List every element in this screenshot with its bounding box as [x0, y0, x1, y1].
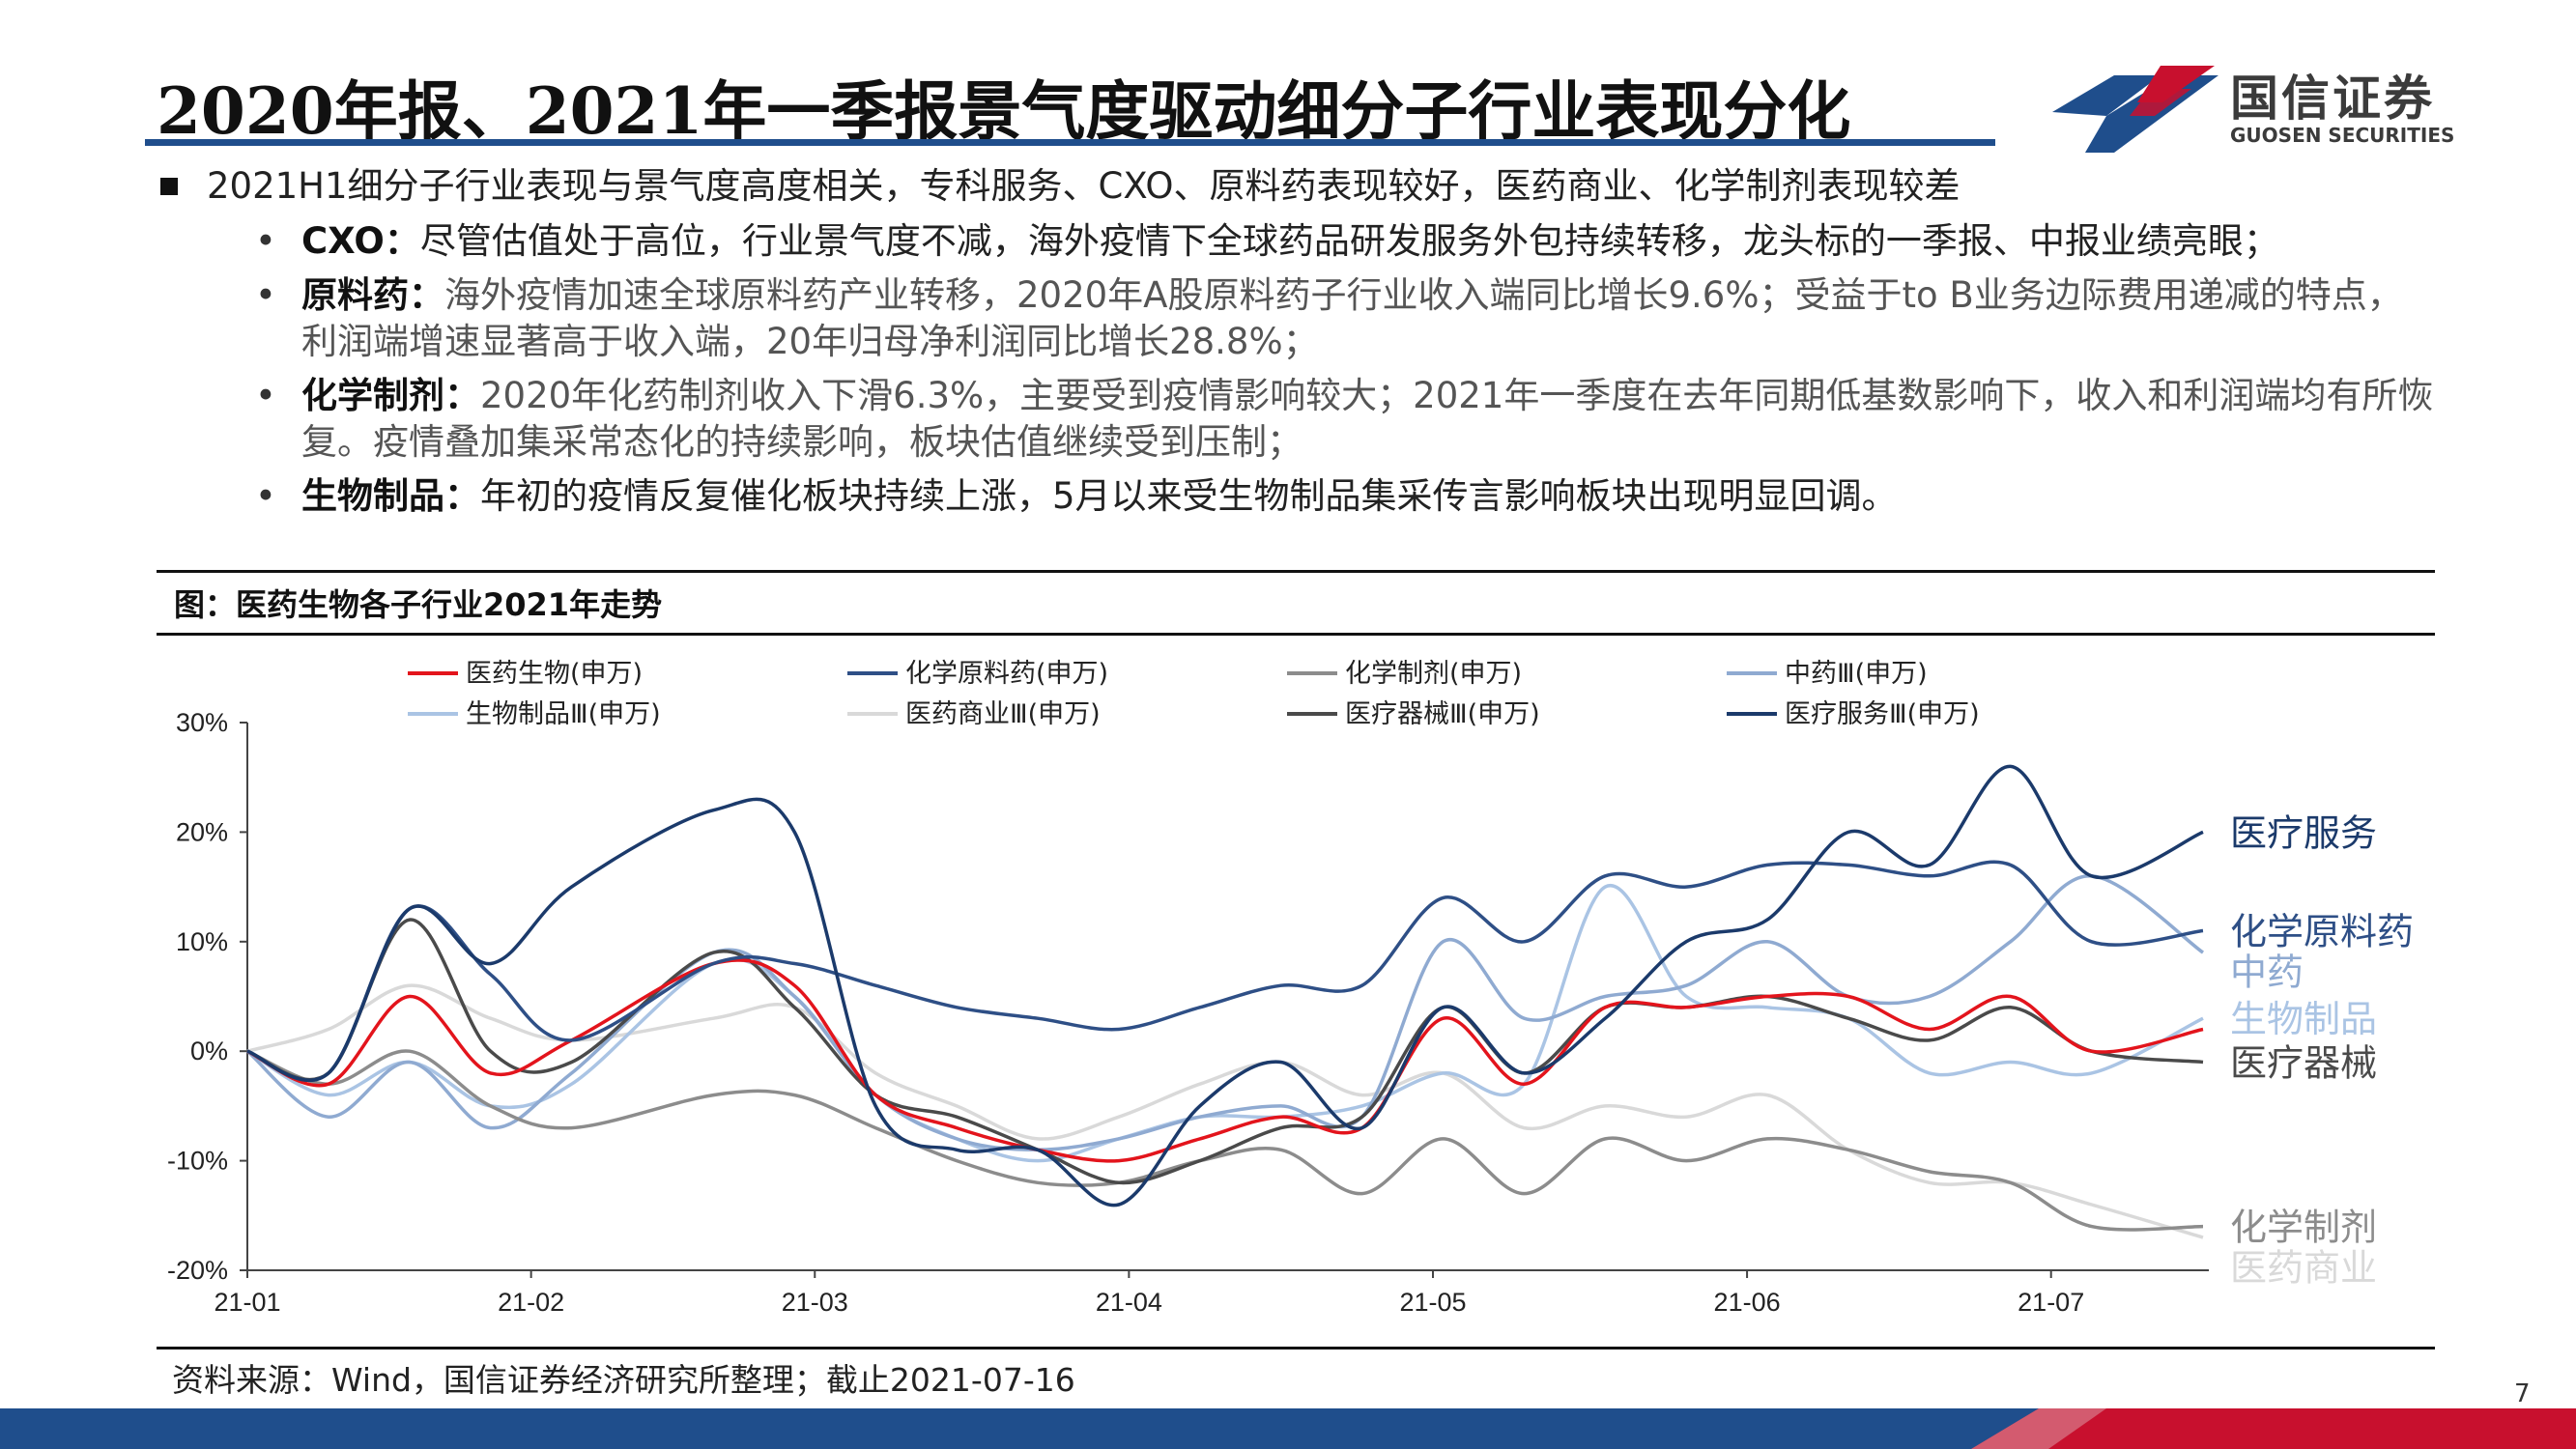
legend-label: 中药Ⅲ(申万): [1785, 659, 1928, 689]
logo-name-en: GUOSEN SECURITIES: [2230, 124, 2455, 147]
legend-label: 医疗器械Ⅲ(申万): [1345, 699, 1540, 729]
sub-bullet-text: 尽管估值处于高位，行业景气度不减，海外疫情下全球药品研发服务外包持续转移，龙头标…: [419, 220, 2279, 262]
series-line: [246, 1049, 2204, 1232]
sub-bullet-text: 海外疫情加速全球原料药产业转移，2020年A股原料药子行业收入端同比增长9.6%…: [301, 274, 2403, 362]
figure-header: 图：医药生物各子行业2021年走势: [157, 570, 2435, 636]
series-end-label: 医疗服务: [2230, 811, 2377, 854]
dot-bullet-icon: •: [255, 375, 276, 416]
y-tick-label: 10%: [176, 927, 228, 956]
dot-bullet-icon: •: [255, 475, 276, 517]
y-tick-label: 30%: [176, 708, 228, 737]
y-tick-label: 20%: [176, 817, 228, 846]
brand-logo: 国信证券 GUOSEN SECURITIES: [2046, 56, 2455, 162]
main-bullet: 2021H1细分子行业表现与景气度高度相关，专科服务、CXO、原料药表现较好，医…: [157, 162, 2437, 211]
x-tick-label: 21-07: [2018, 1288, 2084, 1317]
series-line: [246, 860, 2204, 1082]
x-tick-label: 21-04: [1096, 1288, 1162, 1317]
x-tick-label: 21-01: [214, 1288, 280, 1317]
sub-bullet-cxo: • CXO：尽管估值处于高位，行业景气度不减，海外疫情下全球药品研发服务外包持续转…: [157, 218, 2437, 265]
sub-bullet-text: 2020年化药制剂收入下滑6.3%，主要受到疫情影响较大；2021年一季度在去年…: [301, 375, 2434, 463]
figure-label: 图：医药生物各子行业2021年走势: [174, 586, 663, 623]
legend-label: 化学制剂(申万): [1345, 659, 1522, 689]
dot-bullet-icon: •: [255, 274, 276, 316]
footer-band: [0, 1408, 2576, 1449]
guosen-logo-icon: [2052, 66, 2218, 153]
page-number: 7: [2514, 1379, 2531, 1408]
y-tick-label: 0%: [190, 1037, 228, 1065]
square-bullet-icon: [160, 178, 178, 195]
sub-bullet-api: • 原料药：海外疫情加速全球原料药产业转移，2020年A股原料药子行业收入端同比增…: [157, 272, 2437, 365]
x-tick-label: 21-06: [1714, 1288, 1781, 1317]
slide-title: 2020年报、2021年一季报景气度驱动细分子行业表现分化: [157, 73, 1851, 149]
main-bullet-text: 2021H1细分子行业表现与景气度高度相关，专科服务、CXO、原料药表现较好，医…: [207, 165, 1961, 207]
sub-bullet-text: 年初的疫情反复催化板块持续上涨，5月以来受生物制品集采传言影响板块出现明显回调。: [480, 475, 1898, 517]
series-line: [246, 764, 2204, 1208]
series-end-label: 生物制品: [2230, 998, 2377, 1040]
series-end-label: 化学原料药: [2230, 910, 2414, 952]
bullet-list: 2021H1细分子行业表现与景气度高度相关，专科服务、CXO、原料药表现较好，医…: [157, 162, 2437, 520]
series-line: [246, 918, 2204, 1185]
title-underline: [145, 139, 1995, 146]
series-line: [246, 883, 2204, 1163]
series-end-label: 医药商业: [2230, 1247, 2377, 1290]
sub-bullet-lead: 生物制品：: [301, 475, 480, 517]
x-tick-label: 21-02: [498, 1288, 564, 1317]
legend-label: 医药商业Ⅲ(申万): [905, 699, 1101, 729]
legend-label: 化学原料药(申万): [905, 659, 1108, 689]
legend-label: 医药生物(申万): [466, 659, 643, 689]
x-tick-label: 21-05: [1399, 1288, 1466, 1317]
line-chart: -20% -10% 0% 10% 20% 30% 21-01 21-02 21-03 21-04 2…: [167, 659, 2414, 1317]
dot-bullet-icon: •: [255, 220, 276, 262]
sub-bullet-lead: 原料药：: [301, 274, 444, 316]
series-end-label: 中药: [2230, 951, 2304, 993]
x-tick-label: 21-03: [782, 1288, 848, 1317]
sub-bullet-chemical: • 化学制剂：2020年化药制剂收入下滑6.3%，主要受到疫情影响较大；2021年…: [157, 373, 2437, 466]
series-line: [246, 958, 2204, 1163]
sub-bullet-lead: 化学制剂：: [301, 375, 480, 416]
series-end-label: 化学制剂: [2230, 1207, 2377, 1249]
legend-label: 医疗服务Ⅲ(申万): [1785, 699, 1980, 729]
series-end-label: 医疗器械: [2230, 1042, 2377, 1085]
logo-name-cn: 国信证券: [2230, 71, 2435, 127]
y-tick-label: -20%: [167, 1256, 228, 1285]
legend-label: 生物制品Ⅲ(申万): [466, 699, 661, 729]
figure-source: 资料来源：Wind，国信证券经济研究所整理；截止2021-07-16: [172, 1361, 1075, 1399]
sub-bullet-lead: CXO：: [301, 220, 420, 262]
y-tick-label: -10%: [167, 1147, 228, 1176]
source-divider: [157, 1347, 2435, 1350]
sub-bullet-biologics: • 生物制品：年初的疫情反复催化板块持续上涨，5月以来受生物制品集采传言影响板块出…: [157, 473, 2437, 520]
